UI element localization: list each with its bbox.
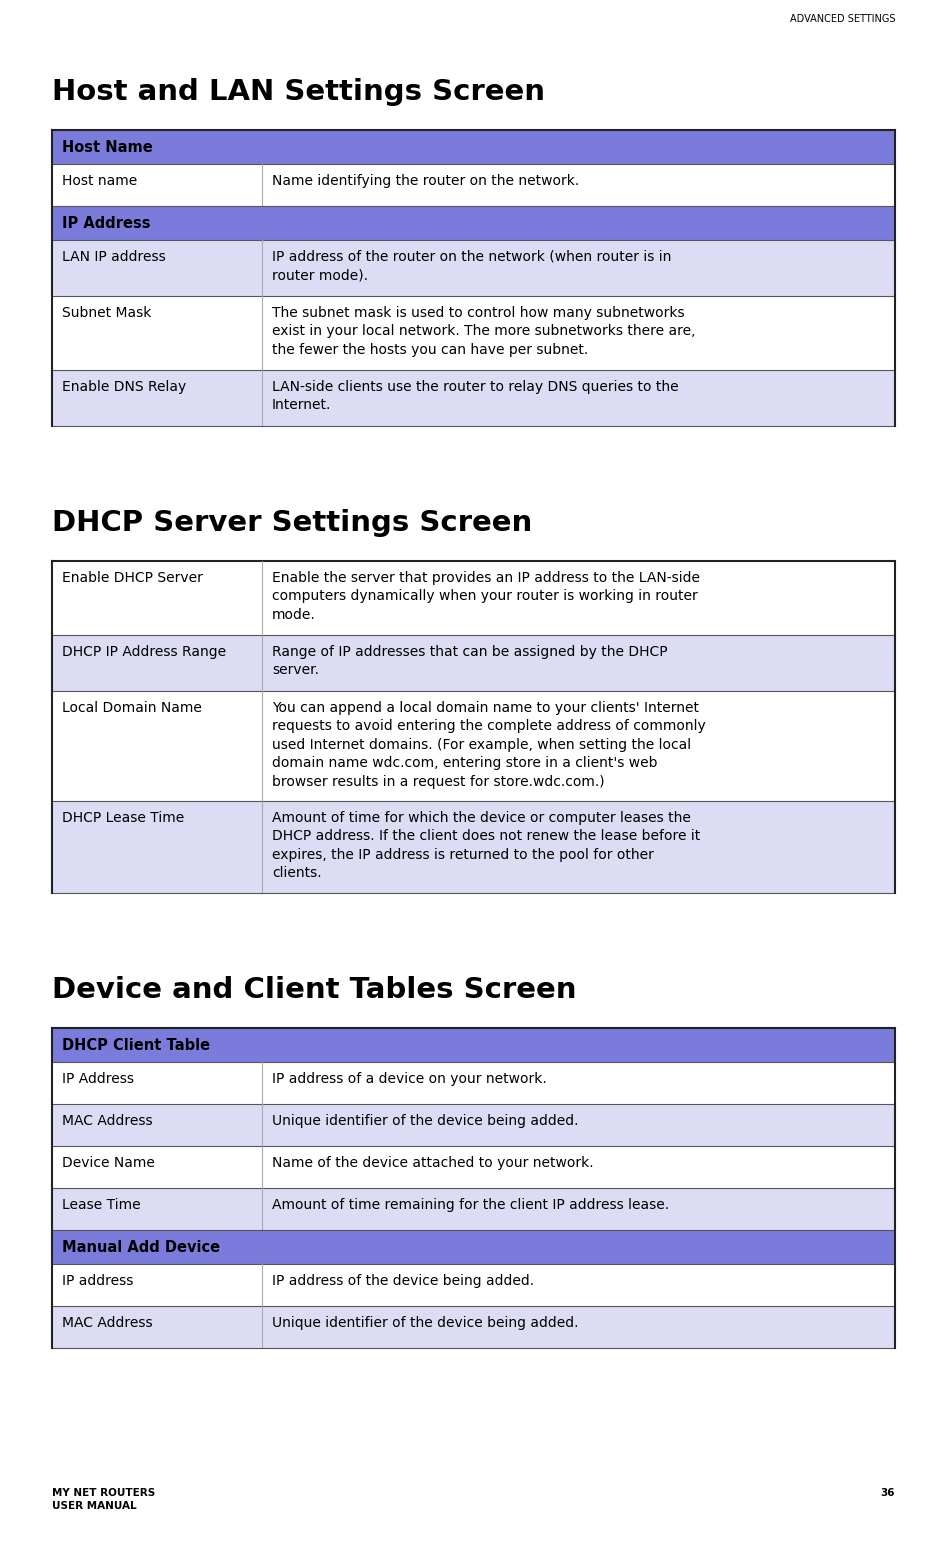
Text: Enable the server that provides an IP address to the LAN-side
computers dynamica: Enable the server that provides an IP ad… — [272, 570, 700, 621]
Bar — [52, 691, 895, 801]
Bar — [52, 240, 895, 295]
Text: Range of IP addresses that can be assigned by the DHCP
server.: Range of IP addresses that can be assign… — [272, 645, 668, 677]
Text: MY NET ROUTERS
USER MANUAL: MY NET ROUTERS USER MANUAL — [52, 1487, 155, 1510]
Text: Amount of time remaining for the client IP address lease.: Amount of time remaining for the client … — [272, 1198, 670, 1212]
Bar — [52, 369, 895, 427]
Text: IP Address: IP Address — [62, 1071, 134, 1085]
Text: LAN IP address: LAN IP address — [62, 250, 166, 264]
Text: MAC Address: MAC Address — [62, 1316, 153, 1330]
Text: Unique identifier of the device being added.: Unique identifier of the device being ad… — [272, 1316, 578, 1330]
Text: The subnet mask is used to control how many subnetworks
exist in your local netw: The subnet mask is used to control how m… — [272, 306, 696, 357]
Text: IP address: IP address — [62, 1274, 133, 1288]
Text: Host and LAN Settings Screen: Host and LAN Settings Screen — [52, 77, 545, 107]
Text: Manual Add Device: Manual Add Device — [62, 1240, 220, 1255]
Text: IP address of the router on the network (when router is in
router mode).: IP address of the router on the network … — [272, 250, 671, 283]
Bar — [52, 1104, 895, 1146]
Text: Host Name: Host Name — [62, 141, 153, 155]
Text: Name identifying the router on the network.: Name identifying the router on the netwo… — [272, 175, 579, 189]
Bar — [52, 206, 895, 240]
Text: Enable DNS Relay: Enable DNS Relay — [62, 380, 186, 394]
Bar — [52, 295, 895, 369]
Bar — [52, 1231, 895, 1265]
Text: ADVANCED SETTINGS: ADVANCED SETTINGS — [790, 14, 895, 25]
Text: Name of the device attached to your network.: Name of the device attached to your netw… — [272, 1156, 593, 1170]
Bar — [52, 801, 895, 894]
Bar — [52, 1265, 895, 1306]
Text: DHCP IP Address Range: DHCP IP Address Range — [62, 645, 226, 659]
Text: 36: 36 — [881, 1487, 895, 1498]
Text: Device and Client Tables Screen: Device and Client Tables Screen — [52, 976, 577, 1003]
Text: Enable DHCP Server: Enable DHCP Server — [62, 570, 203, 584]
Bar — [52, 1187, 895, 1231]
Text: Local Domain Name: Local Domain Name — [62, 700, 202, 714]
Bar — [52, 130, 895, 164]
Bar — [52, 164, 895, 206]
Bar — [52, 1146, 895, 1187]
Text: DHCP Server Settings Screen: DHCP Server Settings Screen — [52, 509, 532, 536]
Text: LAN-side clients use the router to relay DNS queries to the
Internet.: LAN-side clients use the router to relay… — [272, 380, 679, 413]
Text: DHCP Lease Time: DHCP Lease Time — [62, 812, 184, 826]
Text: Amount of time for which the device or computer leases the
DHCP address. If the : Amount of time for which the device or c… — [272, 812, 700, 880]
Text: MAC Address: MAC Address — [62, 1115, 153, 1129]
Text: IP address of a device on your network.: IP address of a device on your network. — [272, 1071, 546, 1085]
Text: Unique identifier of the device being added.: Unique identifier of the device being ad… — [272, 1115, 578, 1129]
Bar — [52, 1028, 895, 1062]
Text: IP Address: IP Address — [62, 216, 150, 230]
Bar — [52, 1306, 895, 1348]
Bar — [52, 561, 895, 635]
Text: Lease Time: Lease Time — [62, 1198, 141, 1212]
Text: DHCP Client Table: DHCP Client Table — [62, 1037, 210, 1053]
Text: Host name: Host name — [62, 175, 137, 189]
Text: IP address of the device being added.: IP address of the device being added. — [272, 1274, 534, 1288]
Bar — [52, 1062, 895, 1104]
Bar — [52, 635, 895, 691]
Text: You can append a local domain name to your clients' Internet
requests to avoid e: You can append a local domain name to yo… — [272, 700, 706, 788]
Text: Subnet Mask: Subnet Mask — [62, 306, 151, 320]
Text: Device Name: Device Name — [62, 1156, 155, 1170]
